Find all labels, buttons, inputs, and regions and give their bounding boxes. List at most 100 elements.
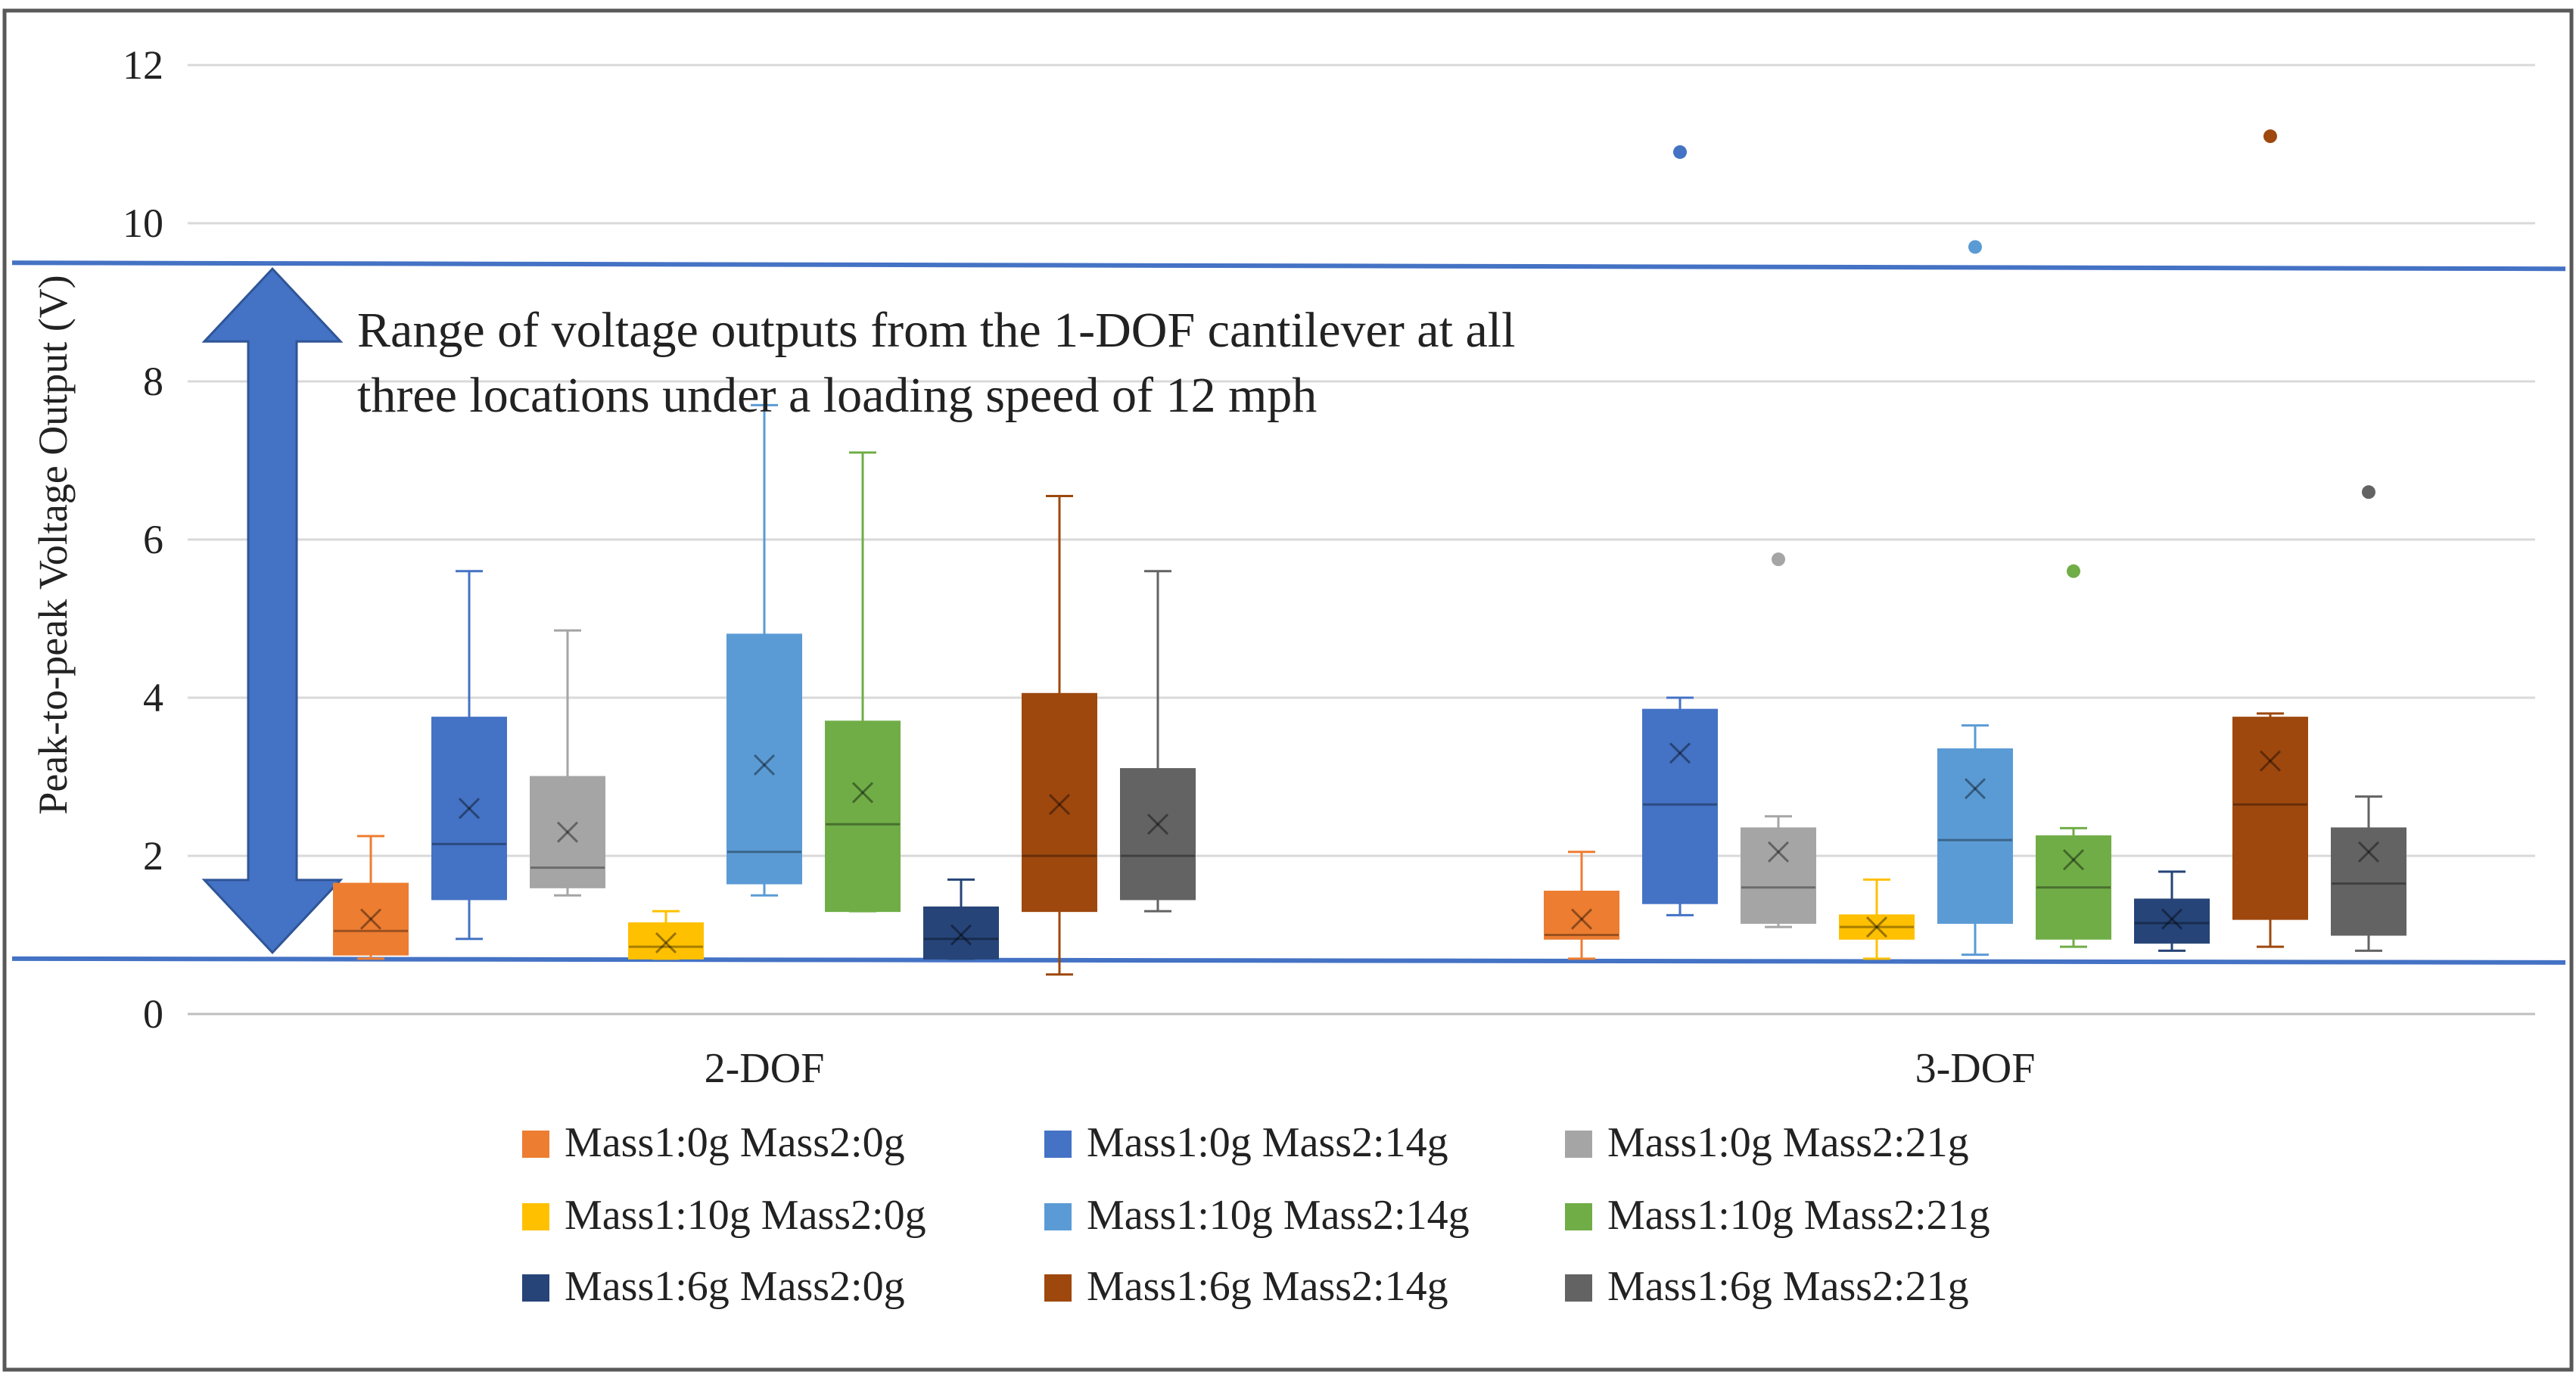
outlier-point	[1968, 240, 1982, 254]
mean-marker	[2161, 908, 2183, 930]
legend: Mass1:0g Mass2:0g Mass1:0g Mass2:14g Mass1…	[522, 1119, 1990, 1310]
mean-marker	[1570, 908, 1593, 930]
legend-label: Mass1:6g Mass2:0g	[565, 1263, 905, 1310]
box	[1022, 692, 1097, 913]
y-tick-label: 4	[143, 675, 163, 720]
annotation-line-1: Range of voltage outputs from the 1-DOF …	[357, 303, 1515, 358]
box	[2134, 898, 2210, 944]
y-tick-label: 6	[143, 517, 163, 562]
mean-marker	[1767, 841, 1790, 863]
box	[431, 717, 507, 901]
mean-marker	[753, 754, 776, 776]
mean-marker	[556, 821, 579, 843]
box	[825, 720, 901, 913]
mean-marker	[1048, 794, 1071, 816]
box	[2232, 717, 2308, 920]
legend-swatch	[522, 1203, 549, 1230]
range-double-arrow	[201, 267, 344, 955]
axes: Peak-to-peak Voltage Output (V) 0 2 4 6 8 10 1…	[30, 42, 2035, 1092]
box	[923, 906, 999, 960]
legend-label: Mass1:10g Mass2:0g	[565, 1192, 926, 1239]
legend-swatch	[522, 1131, 549, 1158]
annotation-line-2: three locations under a loading speed of…	[357, 368, 1317, 423]
mean-marker	[655, 932, 677, 954]
mean-marker	[2259, 750, 2282, 772]
mean-marker	[1669, 742, 1691, 764]
mean-marker	[2259, 750, 2282, 772]
mean-marker	[1570, 908, 1593, 930]
mean-marker	[458, 798, 481, 820]
legend-label: Mass1:0g Mass2:21g	[1607, 1119, 1969, 1166]
mean-marker	[458, 798, 481, 820]
outlier-point	[2263, 129, 2277, 144]
box	[1839, 914, 1915, 940]
y-tick-label: 10	[123, 201, 163, 246]
mean-marker	[950, 924, 972, 946]
legend-label: Mass1:6g Mass2:14g	[1087, 1263, 1448, 1310]
mean-marker	[753, 754, 776, 776]
mean-marker	[1048, 794, 1071, 816]
legend-swatch	[1565, 1131, 1592, 1158]
y-axis-label: Peak-to-peak Voltage Output (V)	[30, 275, 76, 814]
legend-swatch	[1044, 1131, 1072, 1158]
box	[2331, 827, 2406, 936]
mean-marker	[1865, 916, 1888, 938]
outlier-point	[2067, 564, 2080, 578]
box	[726, 633, 802, 885]
box	[1741, 827, 1816, 924]
legend-label: Mass1:0g Mass2:14g	[1087, 1119, 1448, 1166]
mean-marker	[2161, 908, 2183, 930]
legend-label: Mass1:6g Mass2:21g	[1607, 1263, 1969, 1310]
outlier-point	[1673, 145, 1687, 159]
range-annotation	[11, 260, 2566, 965]
mean-marker	[1865, 916, 1888, 938]
range-upper-line	[11, 260, 2566, 272]
legend-swatch	[1565, 1274, 1592, 1302]
box	[1937, 748, 2013, 924]
box	[1544, 891, 1619, 940]
legend-swatch	[1044, 1274, 1072, 1302]
range-lower-line	[11, 956, 2566, 965]
legend-label: Mass1:10g Mass2:21g	[1607, 1192, 1990, 1239]
mean-marker	[359, 908, 382, 930]
mean-marker	[2357, 841, 2380, 863]
mean-marker	[1146, 813, 1169, 835]
mean-marker	[1767, 841, 1790, 863]
box	[333, 882, 409, 956]
mean-marker	[2357, 841, 2380, 863]
box	[1642, 708, 1718, 904]
mean-marker	[851, 782, 874, 804]
y-tick-label: 12	[123, 42, 163, 88]
mean-marker	[359, 908, 382, 930]
legend-swatch	[1044, 1203, 1072, 1230]
chart-frame	[2, 8, 2574, 1372]
mean-marker	[950, 924, 972, 946]
mean-marker	[2062, 849, 2085, 871]
box	[530, 776, 605, 888]
annotation-text: Range of voltage outputs from the 1-DOF …	[357, 303, 1515, 423]
box	[628, 922, 704, 960]
legend-swatch	[522, 1274, 549, 1302]
mean-marker	[556, 821, 579, 843]
box-plots	[333, 129, 2406, 976]
outlier-point	[2362, 485, 2375, 499]
y-tick-label: 0	[143, 991, 163, 1037]
legend-swatch	[1565, 1203, 1592, 1230]
legend-label: Mass1:0g Mass2:0g	[565, 1119, 905, 1166]
box	[2036, 835, 2111, 940]
box	[1120, 768, 1196, 901]
x-category-label: 2-DOF	[705, 1045, 825, 1092]
y-tick-label: 2	[143, 833, 163, 879]
mean-marker	[2062, 849, 2085, 871]
legend-label: Mass1:10g Mass2:14g	[1087, 1192, 1470, 1239]
mean-marker	[851, 782, 874, 804]
mean-marker	[1964, 778, 1986, 800]
mean-marker	[655, 932, 677, 954]
mean-marker	[1669, 742, 1691, 764]
mean-marker	[1964, 778, 1986, 800]
x-category-label: 3-DOF	[1915, 1045, 2036, 1092]
mean-marker	[1146, 813, 1169, 835]
y-tick-label: 8	[143, 359, 163, 404]
